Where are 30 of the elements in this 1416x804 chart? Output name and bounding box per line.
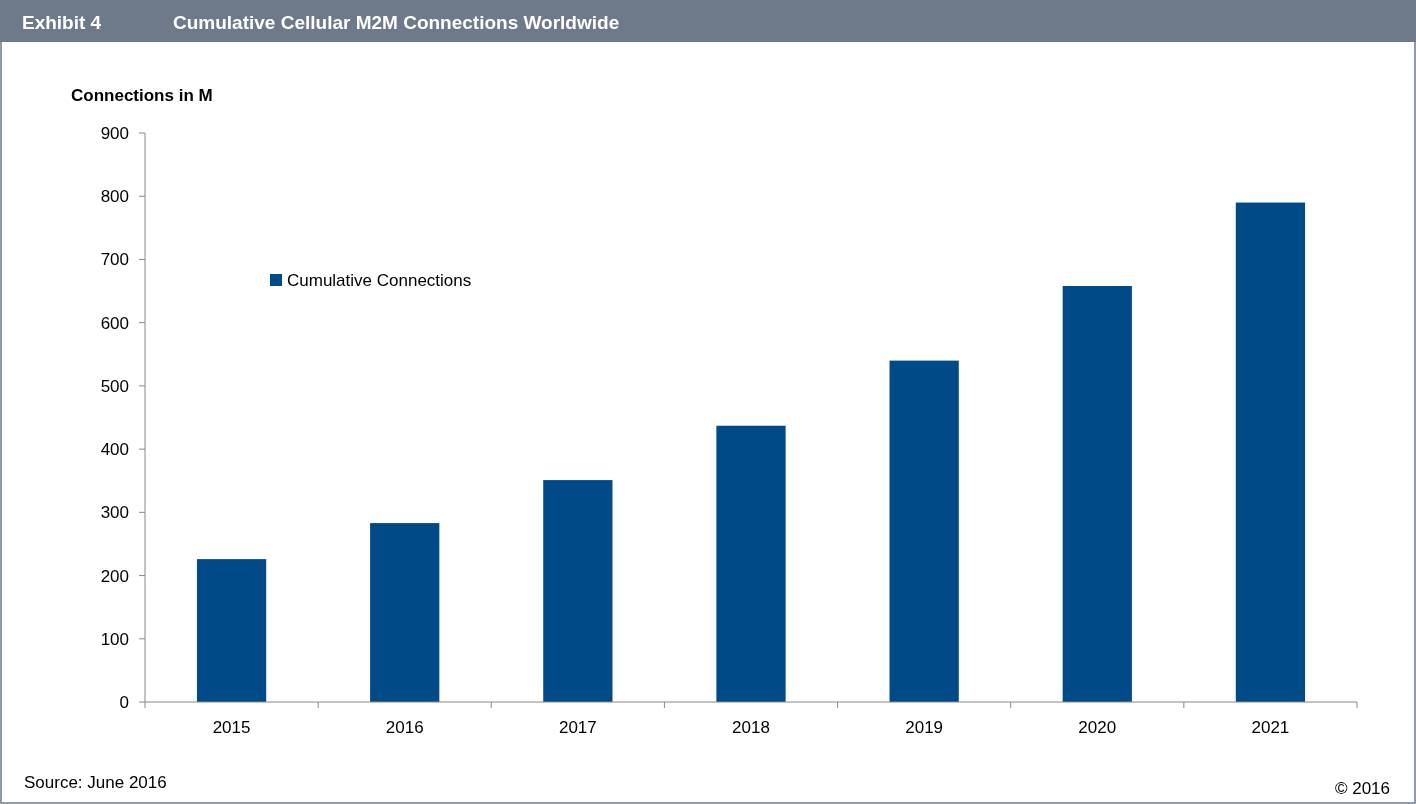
y-tick-label: 200	[100, 566, 129, 586]
y-tick-label: 400	[100, 440, 129, 460]
text: © 2016	[1334, 779, 1390, 798]
y-tick-label: 800	[100, 187, 129, 207]
bar	[889, 360, 959, 702]
y-tick-label: 700	[100, 250, 129, 270]
y-tick-label: 900	[100, 123, 129, 143]
bar	[196, 559, 267, 702]
bar	[370, 523, 440, 702]
legend-label: Cumulative Connections	[287, 270, 472, 290]
x-tick-label: 2020	[1078, 718, 1117, 737]
bar	[1235, 202, 1306, 702]
y-tick-label: 0	[119, 692, 129, 712]
y-tick-label: 300	[100, 503, 129, 523]
bar	[543, 480, 613, 702]
bar	[1062, 286, 1132, 702]
x-tick-label: 2015	[212, 718, 251, 737]
x-tick-label: 2018	[732, 718, 770, 737]
text: Exhibit 4	[22, 12, 102, 33]
y-tick-label: 100	[100, 629, 129, 649]
bar	[716, 425, 786, 702]
x-tick-label: 2021	[1251, 718, 1290, 737]
chart-title: Cumulative Cellular M2M Connections Worldwide	[173, 12, 620, 33]
x-tick-label: 2019	[905, 718, 944, 737]
x-tick-label: 2017	[558, 718, 597, 737]
x-tick-label: 2016	[385, 718, 424, 737]
y-tick-label: 500	[100, 376, 129, 396]
y-tick-label: 600	[100, 313, 129, 333]
y-axis-title: Connections in M	[71, 86, 213, 105]
source-note: Source: June 2016	[24, 773, 167, 792]
